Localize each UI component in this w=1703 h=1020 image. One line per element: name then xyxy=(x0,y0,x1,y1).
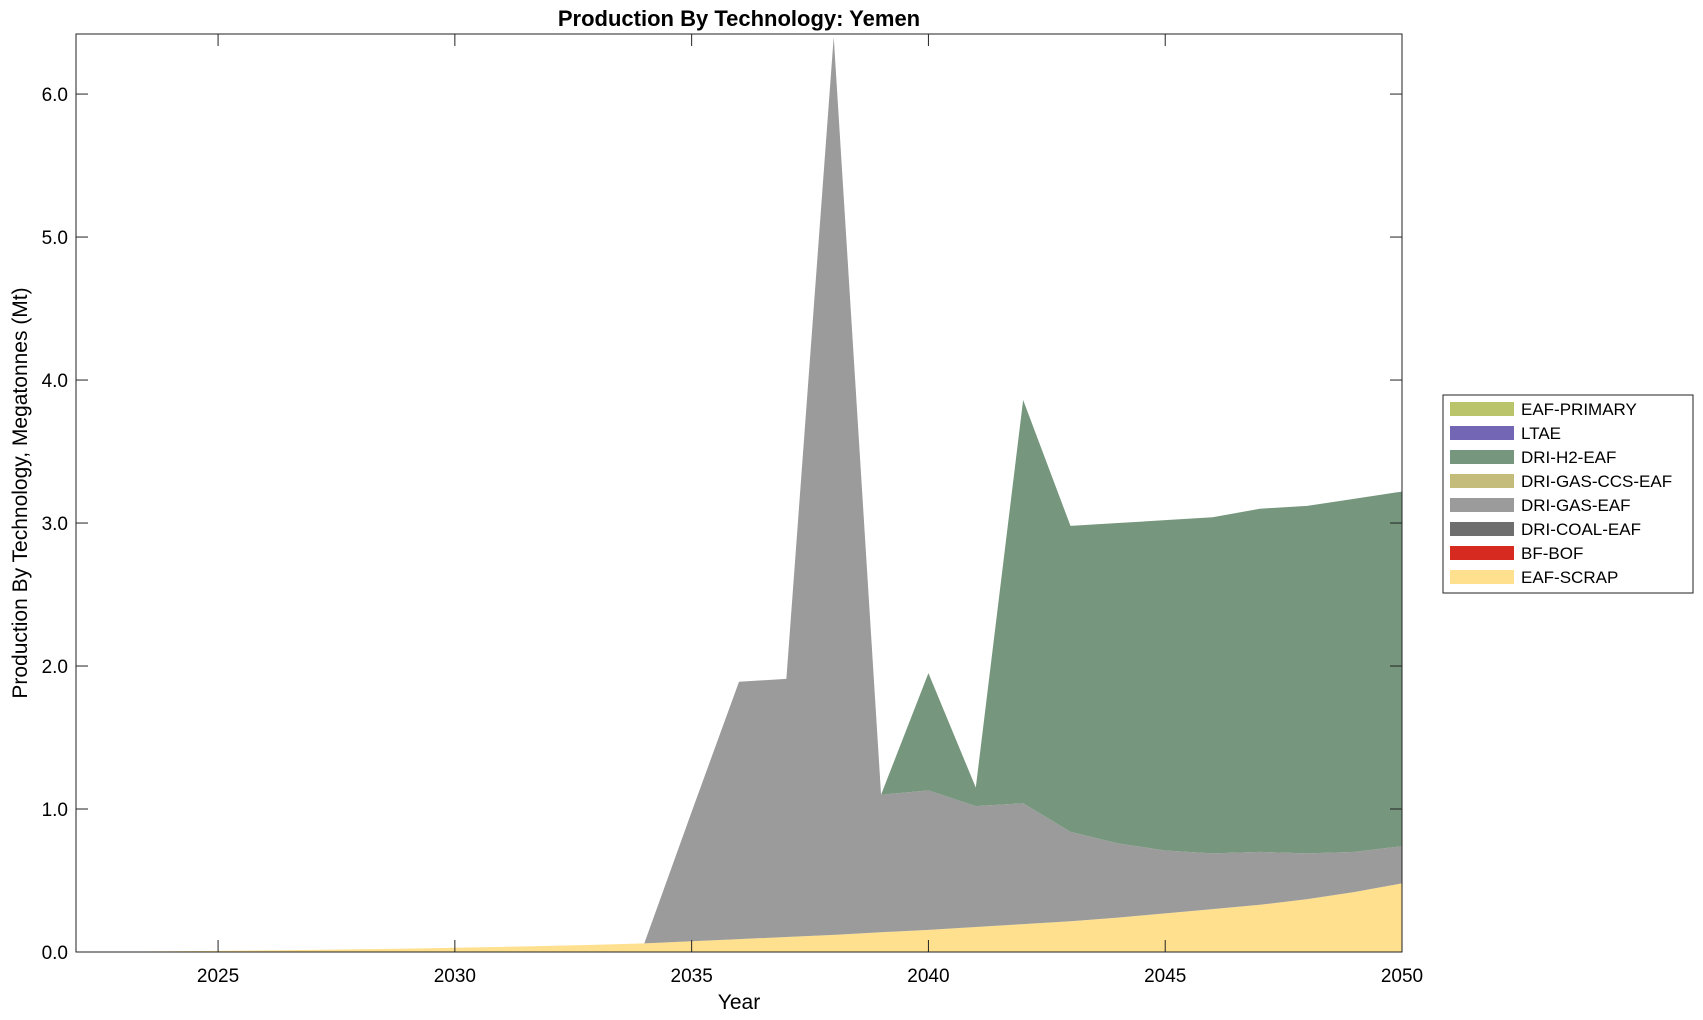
area-dri-gas-eaf xyxy=(76,36,1402,953)
legend-label: LTAE xyxy=(1521,424,1561,443)
legend-item-dri-coal-eaf: DRI-COAL-EAF xyxy=(1450,520,1641,539)
legend-box xyxy=(1442,394,1694,594)
y-tick-label: 5.0 xyxy=(42,228,68,249)
area-eaf-scrap xyxy=(76,883,1402,952)
x-tick-label: 2040 xyxy=(907,966,949,987)
x-tick-label: 2045 xyxy=(1144,966,1186,987)
area-dri-h2-eaf xyxy=(76,36,1402,953)
x-axis-label: Year xyxy=(718,991,760,1014)
y-axis-label: Production By Technology, Megatonnes (Mt… xyxy=(9,287,32,698)
legend-item-eaf-scrap: EAF-SCRAP xyxy=(1450,568,1618,587)
legend-label: EAF-PRIMARY xyxy=(1521,400,1637,419)
x-tick-label: 2025 xyxy=(197,966,239,987)
legend-item-dri-gas-eaf: DRI-GAS-EAF xyxy=(1450,496,1631,515)
x-tick-label: 2050 xyxy=(1381,966,1423,987)
y-tick-label: 2.0 xyxy=(42,657,68,678)
legend-item-ltae: LTAE xyxy=(1450,424,1561,443)
legend-swatch xyxy=(1450,546,1514,560)
legend-label: DRI-GAS-EAF xyxy=(1521,496,1631,515)
legend-item-dri-gas-ccs-eaf: DRI-GAS-CCS-EAF xyxy=(1450,472,1672,491)
chart-title: Production By Technology: Yemen xyxy=(558,6,920,31)
plot-frame xyxy=(75,33,1403,953)
x-axis: 2025 2030 2035 2040 2045 2050 xyxy=(197,34,1423,987)
legend-label: DRI-GAS-CCS-EAF xyxy=(1521,472,1672,491)
x-tick-label: 2035 xyxy=(671,966,713,987)
legend-swatch xyxy=(1450,426,1514,440)
legend-swatch xyxy=(1450,402,1514,416)
legend-swatch xyxy=(1450,570,1514,584)
legend: EAF-PRIMARY LTAE DRI-H2-EAF DRI-GAS-CCS-EAF… xyxy=(1442,394,1694,594)
legend-item-bf-bof: BF-BOF xyxy=(1450,544,1583,563)
legend-label: DRI-COAL-EAF xyxy=(1521,520,1641,539)
y-axis: 0.0 1.0 2.0 3.0 4.0 5.0 6.0 xyxy=(42,85,1402,964)
y-tick-label: 6.0 xyxy=(42,85,68,106)
x-tick-label: 2030 xyxy=(434,966,476,987)
y-tick-label: 3.0 xyxy=(42,514,68,535)
legend-item-eaf-primary: EAF-PRIMARY xyxy=(1450,400,1637,419)
legend-label: EAF-SCRAP xyxy=(1521,568,1618,587)
legend-swatch xyxy=(1450,498,1514,512)
y-tick-label: 0.0 xyxy=(42,943,68,964)
y-tick-label: 1.0 xyxy=(42,800,68,821)
y-tick-label: 4.0 xyxy=(42,371,68,392)
legend-label: DRI-H2-EAF xyxy=(1521,448,1616,467)
legend-swatch xyxy=(1450,522,1514,536)
legend-swatch xyxy=(1450,450,1514,464)
legend-swatch xyxy=(1450,474,1514,488)
chart-areas xyxy=(76,36,1402,953)
legend-item-dri-h2-eaf: DRI-H2-EAF xyxy=(1450,448,1616,467)
legend-label: BF-BOF xyxy=(1521,544,1583,563)
